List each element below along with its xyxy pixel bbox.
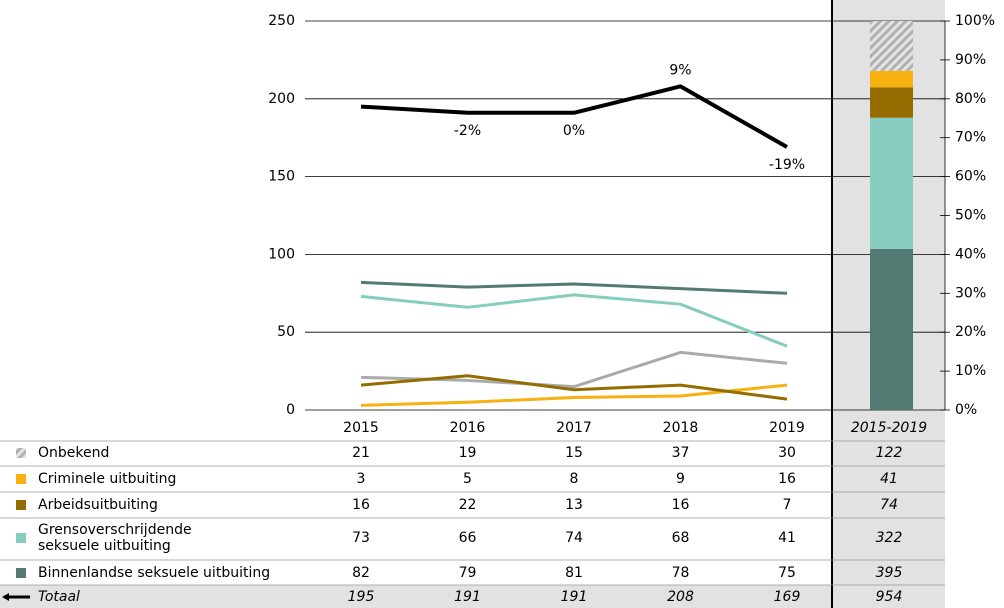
column-header: 2016 bbox=[449, 420, 486, 436]
table-value: 195 bbox=[347, 589, 375, 605]
change-label: -19% bbox=[769, 157, 805, 173]
column-header: 2019 bbox=[769, 420, 805, 436]
table-value: 19 bbox=[458, 445, 477, 461]
y2-tick-label: 10% bbox=[955, 363, 986, 379]
table-value: 22 bbox=[458, 497, 477, 513]
y-tick-label: 150 bbox=[268, 169, 295, 185]
y2-tick-label: 80% bbox=[955, 91, 986, 107]
table-value: 68 bbox=[671, 530, 690, 546]
y-tick-label: 100 bbox=[268, 246, 295, 262]
change-label: -2% bbox=[454, 123, 481, 139]
table-value: 9 bbox=[676, 471, 685, 487]
table-value: 191 bbox=[454, 589, 481, 605]
column-header: 2017 bbox=[556, 420, 592, 436]
stacked-bar-segment bbox=[870, 21, 913, 71]
table-total: 395 bbox=[875, 565, 903, 581]
table-value: 16 bbox=[352, 497, 370, 513]
row-label: Criminele uitbuiting bbox=[38, 471, 177, 487]
table-value: 30 bbox=[778, 445, 796, 461]
row-label: Onbekend bbox=[38, 445, 110, 461]
y2-tick-label: 40% bbox=[955, 246, 986, 262]
series-line bbox=[360, 280, 788, 295]
table-total: 322 bbox=[875, 530, 903, 546]
series-line bbox=[360, 350, 788, 389]
change-label: 9% bbox=[669, 62, 691, 78]
table-value: 82 bbox=[352, 565, 370, 581]
table-value: 75 bbox=[778, 565, 796, 581]
table-value: 78 bbox=[671, 565, 690, 581]
series-line bbox=[360, 374, 788, 401]
legend-swatch bbox=[16, 500, 26, 510]
table-value: 81 bbox=[565, 565, 583, 581]
y-tick-label: 200 bbox=[268, 91, 295, 107]
y2-tick-label: 20% bbox=[955, 324, 986, 340]
row-label: Grensoverschrijdende seksuele uitbuiting bbox=[38, 522, 192, 554]
series-line bbox=[360, 293, 788, 348]
legend-swatch bbox=[16, 448, 26, 458]
table-value: 3 bbox=[356, 471, 366, 487]
series-line bbox=[360, 383, 788, 407]
y2-tick-label: 70% bbox=[955, 130, 986, 146]
y2-tick-label: 0% bbox=[955, 402, 977, 418]
y-tick-label: 50 bbox=[277, 324, 295, 340]
column-header: 2015-2019 bbox=[850, 420, 928, 436]
table-total: 74 bbox=[880, 497, 898, 513]
table-value: 16 bbox=[671, 497, 690, 513]
table-total: 41 bbox=[880, 471, 898, 487]
column-header: 2018 bbox=[662, 420, 699, 436]
total-line bbox=[360, 84, 788, 149]
table-value: 16 bbox=[778, 471, 796, 487]
y-tick-label: 0 bbox=[286, 402, 295, 418]
table-value: 191 bbox=[560, 589, 588, 605]
column-header: 2015 bbox=[343, 420, 379, 436]
table-value: 169 bbox=[773, 589, 801, 605]
row-label: Binnenlandse seksuele uitbuiting bbox=[38, 565, 271, 581]
table-value: 73 bbox=[352, 530, 370, 546]
table-value: 13 bbox=[565, 497, 583, 513]
legend-swatch bbox=[16, 533, 26, 543]
table-value: 7 bbox=[782, 497, 792, 513]
legend-swatch bbox=[16, 568, 26, 578]
y2-tick-label: 90% bbox=[955, 52, 986, 68]
table-value: 8 bbox=[569, 471, 579, 487]
table-total: 122 bbox=[875, 445, 903, 461]
y2-tick-label: 60% bbox=[955, 169, 986, 185]
table-value: 37 bbox=[671, 445, 690, 461]
y2-tick-label: 50% bbox=[955, 208, 986, 224]
y2-tick-label: 100% bbox=[955, 13, 995, 29]
y-tick-label: 250 bbox=[268, 13, 295, 29]
total-row-background bbox=[0, 585, 945, 608]
table-value: 74 bbox=[565, 530, 583, 546]
row-label: Arbeidsuitbuiting bbox=[38, 497, 158, 513]
stacked-bar-segment bbox=[870, 248, 913, 410]
table-value: 5 bbox=[463, 471, 472, 487]
legend-swatch bbox=[2, 593, 9, 601]
table-value: 79 bbox=[458, 565, 477, 581]
row-label: Totaal bbox=[38, 589, 80, 605]
table-value: 208 bbox=[667, 589, 694, 605]
table-total: 954 bbox=[875, 589, 903, 605]
change-label: 0% bbox=[563, 123, 585, 139]
table-value: 15 bbox=[565, 445, 583, 461]
stacked-bar-segment bbox=[870, 117, 913, 249]
y2-tick-label: 30% bbox=[955, 285, 986, 301]
legend-swatch bbox=[16, 474, 26, 484]
stacked-bar-segment bbox=[870, 87, 913, 118]
table-value: 66 bbox=[458, 530, 477, 546]
table-value: 41 bbox=[778, 530, 796, 546]
stacked-bar-segment bbox=[870, 70, 913, 88]
table-value: 21 bbox=[352, 445, 370, 461]
